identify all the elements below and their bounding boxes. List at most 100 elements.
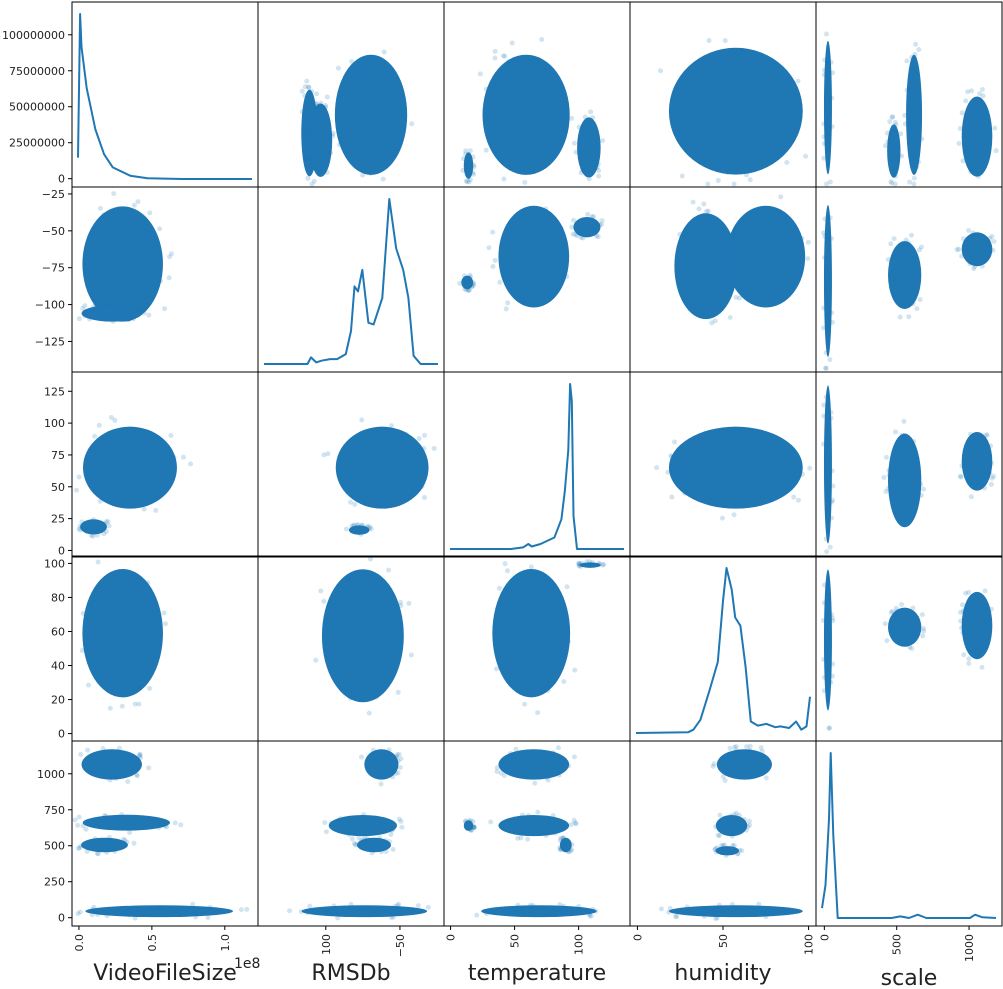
- scatter-point: [828, 679, 834, 685]
- scatter-point: [823, 350, 829, 356]
- scatter-point: [135, 199, 141, 205]
- scatter-point: [658, 906, 664, 912]
- scatter-cluster: [80, 519, 107, 535]
- scatter-point: [763, 914, 769, 920]
- x-offset-label: 1e8: [234, 956, 260, 972]
- scatter-point: [483, 909, 489, 915]
- scatter-point: [739, 848, 745, 854]
- scatter-point: [915, 159, 921, 165]
- scatter-point: [507, 751, 513, 757]
- scatter-point: [959, 602, 965, 608]
- scatter-point: [566, 639, 572, 645]
- scatter-point: [309, 181, 315, 187]
- scatter-point: [335, 65, 341, 71]
- scatter-point: [715, 832, 721, 838]
- axis-label-VideoFileSize: VideoFileSize: [93, 961, 237, 986]
- scatter-point: [984, 432, 990, 438]
- scatter-point: [746, 818, 752, 824]
- scatter-point: [119, 703, 125, 709]
- scatter-cluster: [348, 525, 370, 535]
- scatter-point: [734, 286, 740, 292]
- scatter-point: [322, 118, 328, 124]
- scatter-point: [741, 816, 747, 822]
- scatter-point: [991, 238, 997, 244]
- scatter-point: [822, 674, 828, 680]
- scatter-point: [727, 745, 733, 751]
- scatter-point: [963, 98, 969, 104]
- scatter-point: [666, 909, 672, 915]
- y-tick-label: 750: [44, 804, 65, 817]
- scatter-point: [469, 284, 475, 290]
- scatter-point: [958, 609, 964, 615]
- scatter-point: [954, 247, 960, 253]
- scatter-point: [552, 830, 558, 836]
- scatter-point: [515, 835, 521, 841]
- scatter-point: [77, 909, 83, 915]
- scatter-point: [378, 781, 384, 787]
- scatter-cell-humidity-vs-RMSDb: [313, 556, 414, 716]
- scatter-point: [305, 84, 311, 90]
- scatter-point: [492, 55, 498, 61]
- scatter-point: [821, 72, 827, 78]
- scatter-point: [746, 822, 752, 828]
- scatter-point: [901, 418, 907, 424]
- scatter-point: [829, 515, 835, 521]
- scatter-point: [829, 615, 835, 621]
- scatter-point: [408, 652, 414, 658]
- scatter-point: [570, 231, 576, 237]
- scatter-point: [829, 319, 835, 325]
- scatter-point: [466, 287, 472, 293]
- scatter-point: [732, 744, 738, 750]
- scatter-point: [573, 821, 579, 827]
- scatter-point: [94, 532, 100, 538]
- scatter-point: [824, 549, 830, 555]
- scatter-point: [704, 208, 710, 214]
- scatter-cluster: [461, 275, 474, 290]
- scatter-point: [543, 206, 549, 212]
- scatter-point: [406, 600, 412, 606]
- scatter-point: [502, 561, 508, 567]
- scatter-point: [470, 280, 476, 286]
- scatter-point: [364, 836, 370, 842]
- scatter-point: [358, 531, 364, 537]
- scatter-point: [714, 915, 720, 921]
- scatter-point: [520, 300, 526, 306]
- scatter-point: [403, 431, 409, 437]
- scatter-point: [299, 88, 305, 94]
- scatter-point: [504, 568, 510, 574]
- scatter-point: [545, 777, 551, 783]
- scatter-point: [390, 846, 396, 852]
- y-tick-label: 0: [58, 544, 65, 557]
- scatter-point: [970, 230, 976, 236]
- scatter-point: [914, 306, 920, 312]
- x-tick-label: 50: [717, 934, 730, 948]
- scatter-point: [396, 901, 402, 907]
- scatter-point: [76, 526, 82, 532]
- scatter-point: [589, 214, 595, 220]
- scatter-point: [826, 725, 832, 731]
- scatter-point: [466, 179, 472, 185]
- scatter-cluster: [463, 820, 474, 831]
- scatter-point: [169, 251, 175, 257]
- scatter-point: [354, 841, 360, 847]
- scatter-point: [901, 240, 907, 246]
- scatter-point: [807, 465, 813, 471]
- scatter-point: [889, 114, 895, 120]
- scatter-point: [467, 274, 473, 280]
- scatter-point: [90, 517, 96, 523]
- scatter-point: [892, 429, 898, 435]
- scatter-point: [913, 41, 919, 47]
- scatter-point: [308, 118, 314, 124]
- scatter-point: [501, 773, 507, 779]
- scatter-point: [582, 114, 588, 120]
- scatter-cluster: [888, 433, 922, 528]
- scatter-point: [112, 417, 118, 423]
- scatter-point: [916, 47, 922, 53]
- scatter-cluster: [668, 426, 803, 509]
- scatter-point: [959, 625, 965, 631]
- axis-label-RMSDb: RMSDb: [311, 961, 390, 986]
- scatter-point: [535, 809, 541, 815]
- scatter-point: [889, 608, 895, 614]
- scatter-point: [594, 165, 600, 171]
- scatter-point: [550, 813, 556, 819]
